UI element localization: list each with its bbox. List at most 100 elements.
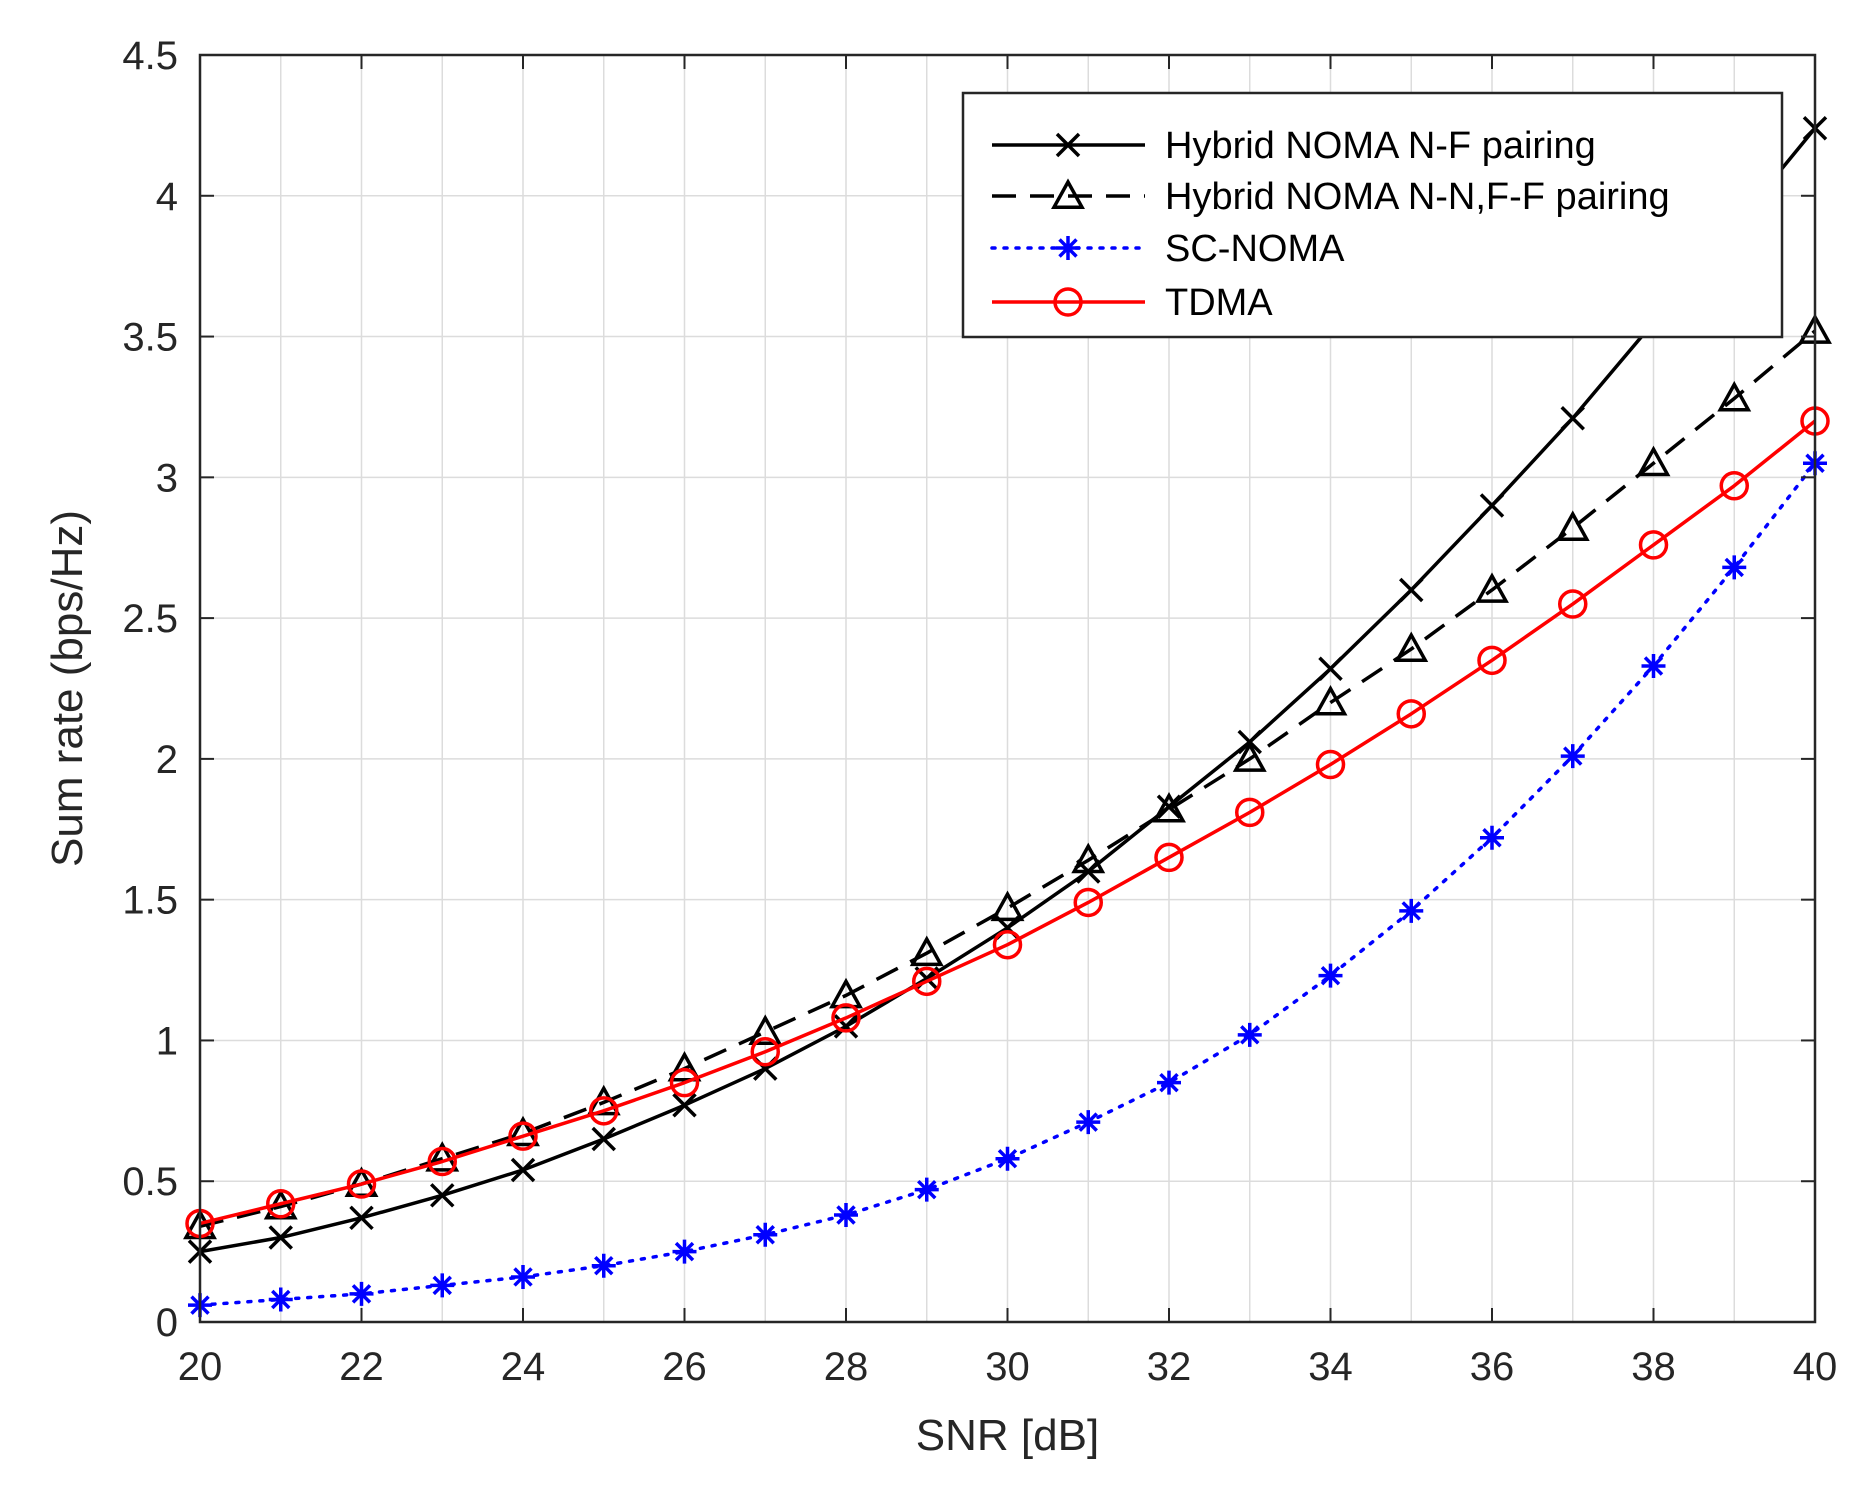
legend-marker — [1055, 132, 1081, 158]
x-tick-label: 38 — [1631, 1345, 1676, 1389]
data-point — [833, 1014, 859, 1039]
data-point — [672, 1239, 697, 1264]
data-point — [1232, 741, 1267, 772]
y-axis-title: Sum rate (bps/Hz) — [43, 510, 92, 867]
series-line — [199, 329, 1817, 1228]
data-point — [1076, 1110, 1101, 1135]
data-point — [1154, 842, 1184, 873]
data-point — [508, 1121, 538, 1151]
data-point — [995, 1146, 1020, 1171]
y-tick-label: 2 — [156, 738, 178, 782]
series-2 — [188, 451, 1827, 1318]
data-point — [268, 1225, 293, 1250]
x-tick-label: 40 — [1793, 1345, 1838, 1389]
data-point — [349, 1281, 374, 1306]
data-point — [430, 1183, 455, 1208]
data-point — [266, 1188, 296, 1219]
data-point — [1394, 631, 1429, 663]
series-layer — [183, 115, 1832, 1318]
x-tick-label: 30 — [985, 1345, 1030, 1389]
data-point — [1636, 445, 1671, 477]
x-tick-label: 20 — [178, 1345, 223, 1389]
data-point — [1399, 898, 1424, 923]
legend-box — [961, 91, 1784, 339]
legend-item: Hybrid NOMA N-N,F-F pairing — [992, 176, 1670, 218]
y-tick-label: 3.5 — [122, 316, 178, 360]
data-point — [427, 1146, 457, 1177]
x-tick-label: 32 — [1147, 1345, 1192, 1389]
data-point — [589, 1096, 619, 1126]
data-point — [1313, 684, 1348, 716]
series-line — [199, 419, 1817, 1226]
legend-marker — [1056, 236, 1080, 260]
data-point — [1641, 653, 1666, 678]
data-point — [834, 1203, 858, 1228]
x-tick-label: 26 — [662, 1345, 707, 1389]
data-point — [672, 1092, 697, 1118]
data-point — [1555, 510, 1590, 541]
data-point — [1071, 842, 1106, 874]
data-point — [1073, 887, 1103, 918]
data-point — [1479, 493, 1505, 518]
data-point — [992, 929, 1023, 960]
y-tick-label: 4 — [156, 175, 178, 219]
data-point — [831, 1003, 861, 1033]
x-tick-label: 36 — [1470, 1345, 1515, 1389]
data-point — [511, 1264, 535, 1289]
data-point — [1315, 749, 1346, 780]
x-tick-label: 24 — [501, 1345, 546, 1389]
data-point — [1477, 645, 1507, 676]
data-point — [753, 1222, 778, 1247]
data-point — [1717, 380, 1752, 412]
legend-label: SC-NOMA — [1165, 228, 1345, 270]
x-tick-label: 34 — [1308, 1345, 1353, 1389]
data-point — [1318, 963, 1343, 988]
data-point — [909, 935, 944, 967]
legend-label: Hybrid NOMA N-N,F-F pairing — [1165, 176, 1670, 218]
x-axis-title: SNR [dB] — [916, 1411, 1099, 1460]
data-point — [914, 1177, 939, 1202]
x-tick-label: 28 — [824, 1345, 869, 1389]
data-point — [748, 1014, 783, 1045]
data-point — [1235, 797, 1265, 828]
data-point — [1719, 471, 1749, 501]
data-point — [1237, 1022, 1262, 1047]
legend-label: Hybrid NOMA N-F pairing — [1165, 125, 1596, 167]
legend-items: Hybrid NOMA N-F pairing Hybrid NOMA N-N,F… — [990, 125, 1670, 324]
data-point — [510, 1157, 536, 1183]
legend-marker — [1051, 178, 1085, 209]
data-point — [1157, 1070, 1181, 1095]
y-tick-label: 1 — [156, 1019, 178, 1063]
data-point — [1318, 656, 1343, 682]
grid-lines — [200, 55, 1815, 1322]
data-point — [591, 1253, 616, 1278]
data-point — [669, 1067, 700, 1098]
data-point — [750, 1036, 780, 1067]
legend-label: TDMA — [1165, 282, 1273, 324]
data-point — [349, 1205, 374, 1231]
data-point — [1475, 572, 1509, 603]
data-point — [1156, 794, 1182, 819]
data-point — [1560, 405, 1585, 431]
legend-item: TDMA — [992, 282, 1273, 324]
x-tick-label: 22 — [339, 1345, 384, 1389]
data-point — [1396, 699, 1426, 729]
legend-item: SC-NOMA — [990, 228, 1345, 270]
data-point — [425, 1141, 460, 1172]
axis-ticks — [199, 54, 1816, 1323]
y-tick-label: 0 — [156, 1301, 178, 1345]
data-point — [1399, 577, 1424, 603]
data-point — [591, 1126, 616, 1152]
y-tick-label: 3 — [156, 456, 178, 500]
data-point — [430, 1273, 455, 1298]
y-tick-label: 2.5 — [122, 597, 178, 641]
y-tick-label: 4.5 — [122, 34, 178, 78]
series-3 — [185, 406, 1830, 1239]
y-tick-label: 1.5 — [122, 879, 178, 923]
y-tick-label: 0.5 — [122, 1160, 178, 1204]
legend-item: Hybrid NOMA N-F pairing — [992, 125, 1596, 167]
tick-labels: 20 22 24 26 28 30 32 34 36 38 40 0 0.5 1 1.5 2 2.5 3 3.5 4 4… — [122, 34, 1837, 1389]
legend: Hybrid NOMA N-F pairing Hybrid NOMA N-N,F… — [961, 91, 1784, 339]
